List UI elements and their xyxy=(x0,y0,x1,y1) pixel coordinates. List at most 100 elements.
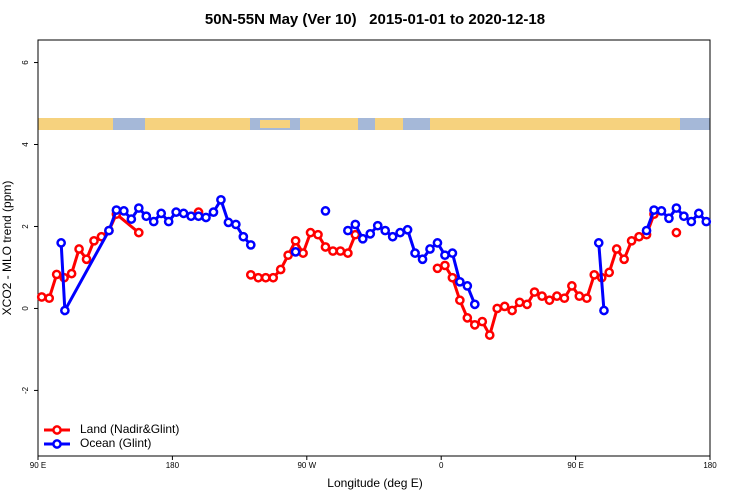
point xyxy=(611,244,622,254)
point xyxy=(178,208,189,219)
point xyxy=(544,295,555,306)
point xyxy=(462,313,473,323)
point xyxy=(664,213,674,224)
point xyxy=(201,212,211,223)
point xyxy=(581,293,592,304)
point xyxy=(365,229,376,239)
point xyxy=(455,276,465,287)
point xyxy=(36,292,47,302)
point xyxy=(641,225,652,236)
y-tick-label: 6 xyxy=(21,60,30,65)
point xyxy=(567,281,577,291)
point xyxy=(477,316,488,327)
land-strip xyxy=(430,118,680,130)
point xyxy=(701,216,712,227)
point xyxy=(328,246,338,256)
point xyxy=(343,225,353,236)
point xyxy=(51,269,62,280)
point xyxy=(417,254,428,265)
point xyxy=(231,219,241,230)
legend-label: Ocean (Glint) xyxy=(80,436,151,450)
land-strip xyxy=(300,118,358,130)
point xyxy=(245,269,256,280)
point xyxy=(686,216,697,227)
point xyxy=(649,205,659,215)
point xyxy=(402,224,413,235)
point xyxy=(656,206,667,216)
point xyxy=(74,244,84,254)
point xyxy=(290,235,301,246)
point xyxy=(141,211,152,222)
point xyxy=(589,269,600,280)
point xyxy=(552,291,562,302)
point xyxy=(559,293,570,304)
point xyxy=(671,203,682,213)
x-tick-label: 180 xyxy=(166,461,180,470)
x-tick-label: 0 xyxy=(439,461,444,470)
map-strip xyxy=(38,118,710,130)
x-tick-label: 90 W xyxy=(297,461,316,470)
point xyxy=(208,207,219,217)
x-tick-label: 180 xyxy=(703,461,717,470)
land-strip xyxy=(260,120,290,128)
point xyxy=(440,260,450,271)
x-tick-label: 90 E xyxy=(567,461,583,470)
point xyxy=(357,233,368,244)
point xyxy=(320,242,331,252)
point xyxy=(268,272,279,283)
land-strip xyxy=(38,118,113,130)
point xyxy=(410,248,420,258)
legend-marker xyxy=(52,425,62,435)
point xyxy=(66,268,77,279)
x-axis-label: Longitude (deg E) xyxy=(327,476,422,490)
point xyxy=(350,219,361,230)
point xyxy=(395,227,405,238)
point xyxy=(133,203,144,213)
point xyxy=(372,220,383,231)
point xyxy=(484,330,495,340)
point xyxy=(529,287,540,297)
x-tick-label: 90 E xyxy=(30,461,46,470)
chart-title: 50N-55N May (Ver 10) 2015-01-01 to 2020-… xyxy=(205,11,545,28)
point xyxy=(593,238,604,248)
point xyxy=(679,211,689,222)
point xyxy=(126,214,137,224)
point xyxy=(290,247,301,257)
point xyxy=(238,231,249,242)
point xyxy=(156,208,167,219)
point xyxy=(275,264,286,275)
point xyxy=(104,225,114,236)
point xyxy=(313,229,323,240)
point xyxy=(260,272,271,283)
point xyxy=(186,211,196,222)
point xyxy=(305,227,316,238)
point xyxy=(492,303,503,314)
point xyxy=(119,206,129,216)
point xyxy=(253,272,264,283)
point xyxy=(335,246,346,256)
point xyxy=(148,216,159,227)
point xyxy=(387,231,398,242)
point xyxy=(163,216,174,227)
point xyxy=(447,272,458,283)
point xyxy=(60,305,70,316)
point xyxy=(447,248,458,258)
point xyxy=(634,231,644,242)
y-tick-label: 2 xyxy=(21,224,30,229)
point xyxy=(462,281,473,291)
point xyxy=(245,240,256,250)
point xyxy=(432,263,443,274)
point xyxy=(440,250,450,261)
point xyxy=(507,305,517,316)
y-tick-label: -2 xyxy=(21,386,30,394)
point xyxy=(574,291,585,302)
point xyxy=(298,248,308,258)
plot-frame xyxy=(37,39,711,457)
point xyxy=(522,299,532,310)
y-axis-label: XCO2 - MLO trend (ppm) xyxy=(0,181,14,316)
point xyxy=(537,291,547,302)
point xyxy=(133,227,144,238)
point xyxy=(604,267,615,278)
